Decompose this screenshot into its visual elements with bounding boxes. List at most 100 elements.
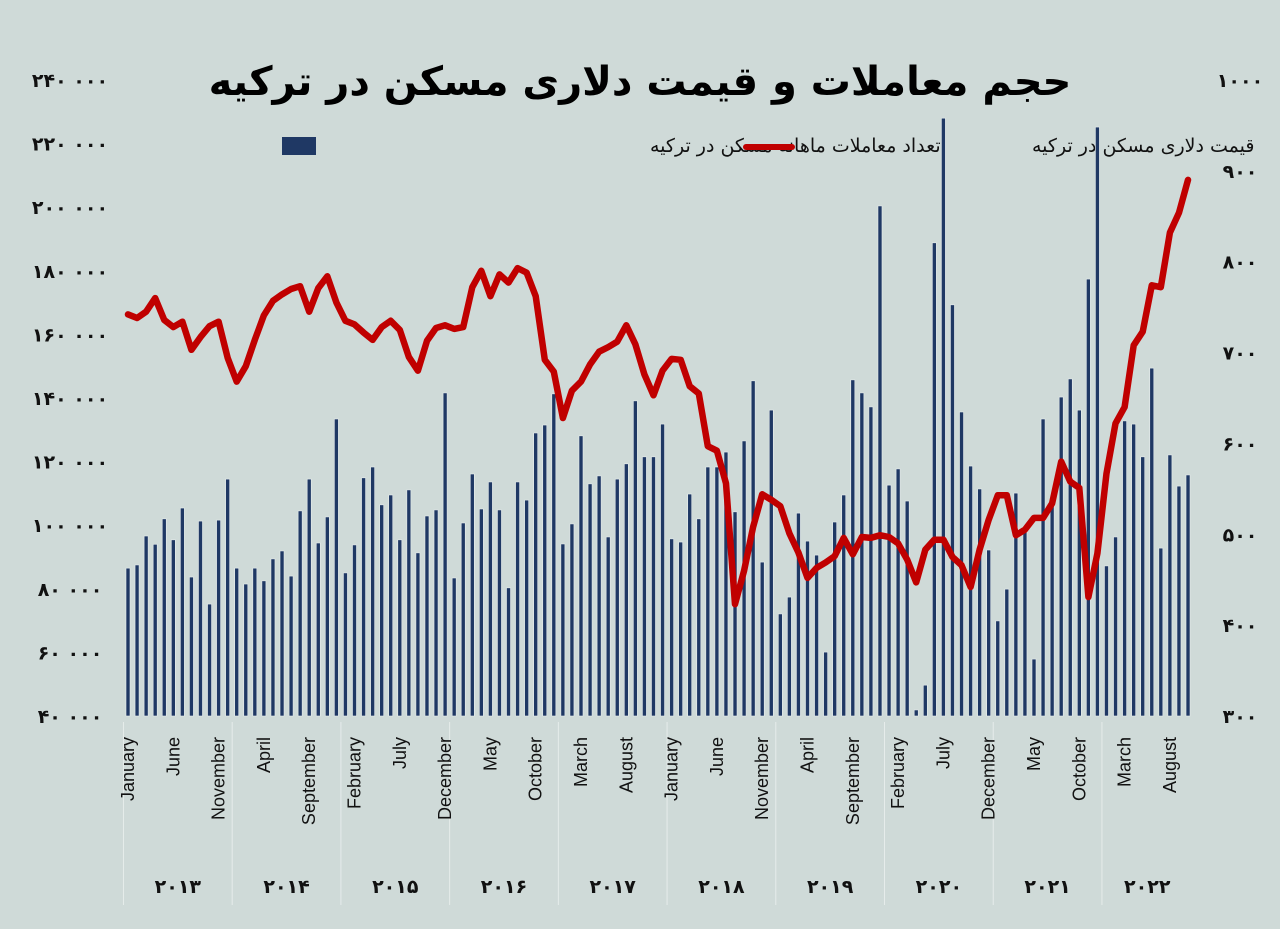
bar [325, 516, 330, 717]
bar [225, 478, 230, 717]
bar [1031, 658, 1037, 717]
bar [660, 423, 665, 717]
bar [922, 684, 928, 717]
bar [796, 512, 801, 717]
left-tick-label: ۱۸۰ ۰۰۰ [32, 261, 108, 283]
bar [288, 575, 294, 717]
bar [388, 494, 394, 717]
bar [732, 511, 738, 717]
bar [705, 466, 711, 717]
bar [1013, 492, 1019, 717]
bar [125, 567, 131, 717]
bar [560, 543, 566, 717]
bar [759, 561, 765, 717]
bar [868, 406, 874, 717]
bar [968, 465, 973, 717]
left-tick-label: ۴۰ ۰۰۰ [38, 706, 103, 728]
year-labels: ۲۰۱۳ ۲۰۱۴ ۲۰۱۵ ۲۰۱۶ ۲۰۱۷ ۲۰۱۸ ۲۰۱۹ ۲۰۲۰ ۲۰۲۱ ۲۰۲۲ [155, 876, 1171, 898]
bar [542, 424, 548, 717]
bar [723, 451, 729, 717]
right-tick-label: ۷۰۰ [1223, 343, 1258, 365]
bar [424, 515, 430, 717]
bar [352, 544, 357, 717]
bar [1040, 418, 1046, 717]
bar [877, 205, 883, 717]
year-label: ۲۰۱۸ [698, 876, 745, 898]
bar [406, 489, 412, 717]
bar [243, 583, 249, 717]
bar [623, 463, 629, 717]
bar [1058, 396, 1064, 717]
bar [1122, 420, 1127, 717]
bar [941, 117, 946, 717]
bar [1131, 423, 1136, 717]
bar [805, 540, 810, 717]
left-tick-label: ۲۲۰ ۰۰۰ [32, 134, 108, 156]
bar [578, 435, 584, 717]
bar [1176, 485, 1182, 717]
bar [524, 499, 529, 717]
left-tick-label: ۱۲۰ ۰۰۰ [32, 452, 108, 474]
bar [279, 550, 285, 717]
bar [904, 500, 910, 717]
bar [306, 478, 312, 717]
bar [1113, 536, 1118, 717]
bar [1167, 454, 1173, 717]
bar [234, 567, 240, 717]
bar [841, 494, 847, 717]
bar [315, 542, 321, 717]
bar [451, 577, 457, 717]
month-labels: January June November April September Februar… [118, 737, 1180, 825]
month-tick-label: October [1069, 737, 1089, 801]
month-tick-label: May [1024, 737, 1044, 771]
bar [261, 580, 267, 717]
bar [533, 432, 539, 717]
month-tick-label: May [480, 737, 500, 771]
bar [1022, 531, 1028, 717]
bar [587, 483, 593, 717]
year-label: ۲۰۱۵ [372, 876, 419, 898]
month-tick-label: July [390, 737, 410, 769]
bar [986, 549, 992, 717]
month-tick-label: June [707, 737, 727, 776]
bar [1067, 378, 1073, 717]
bar [397, 539, 403, 717]
bar [460, 522, 466, 717]
bar [642, 456, 647, 717]
right-tick-label: ۱۰۰۰ [1217, 70, 1263, 92]
month-tick-label: September [299, 737, 319, 825]
bar [488, 481, 493, 717]
bar [1086, 278, 1091, 717]
month-tick-label: August [616, 737, 636, 793]
left-tick-label: ۱۰۰ ۰۰۰ [32, 515, 108, 537]
bar [814, 554, 819, 717]
bar [950, 304, 955, 717]
left-tick-label: ۱۶۰ ۰۰۰ [32, 324, 108, 346]
bar [198, 520, 203, 717]
bar [252, 567, 258, 717]
year-label: ۲۰۱۴ [263, 876, 309, 898]
month-tick-label: March [571, 737, 591, 787]
bar [180, 507, 185, 717]
bar [1149, 367, 1155, 717]
month-tick-label: October [526, 737, 546, 801]
month-tick-label: December [979, 737, 999, 820]
bar [605, 536, 611, 717]
bar [207, 603, 212, 717]
legend-bars-swatch [282, 137, 316, 155]
bar [415, 552, 421, 717]
right-tick-label: ۸۰۰ [1223, 252, 1258, 274]
bar [1140, 456, 1146, 717]
bar [678, 541, 683, 717]
bar [189, 576, 194, 717]
year-label: ۲۰۱۹ [807, 876, 854, 898]
bar [343, 572, 348, 717]
bar [778, 613, 783, 717]
bar [506, 587, 511, 717]
bar [143, 535, 149, 717]
bar [515, 481, 520, 717]
year-label: ۲۰۱۳ [155, 876, 202, 898]
right-tick-label: ۴۰۰ [1223, 615, 1258, 637]
bar [1095, 126, 1100, 717]
month-tick-label: June [163, 737, 183, 776]
